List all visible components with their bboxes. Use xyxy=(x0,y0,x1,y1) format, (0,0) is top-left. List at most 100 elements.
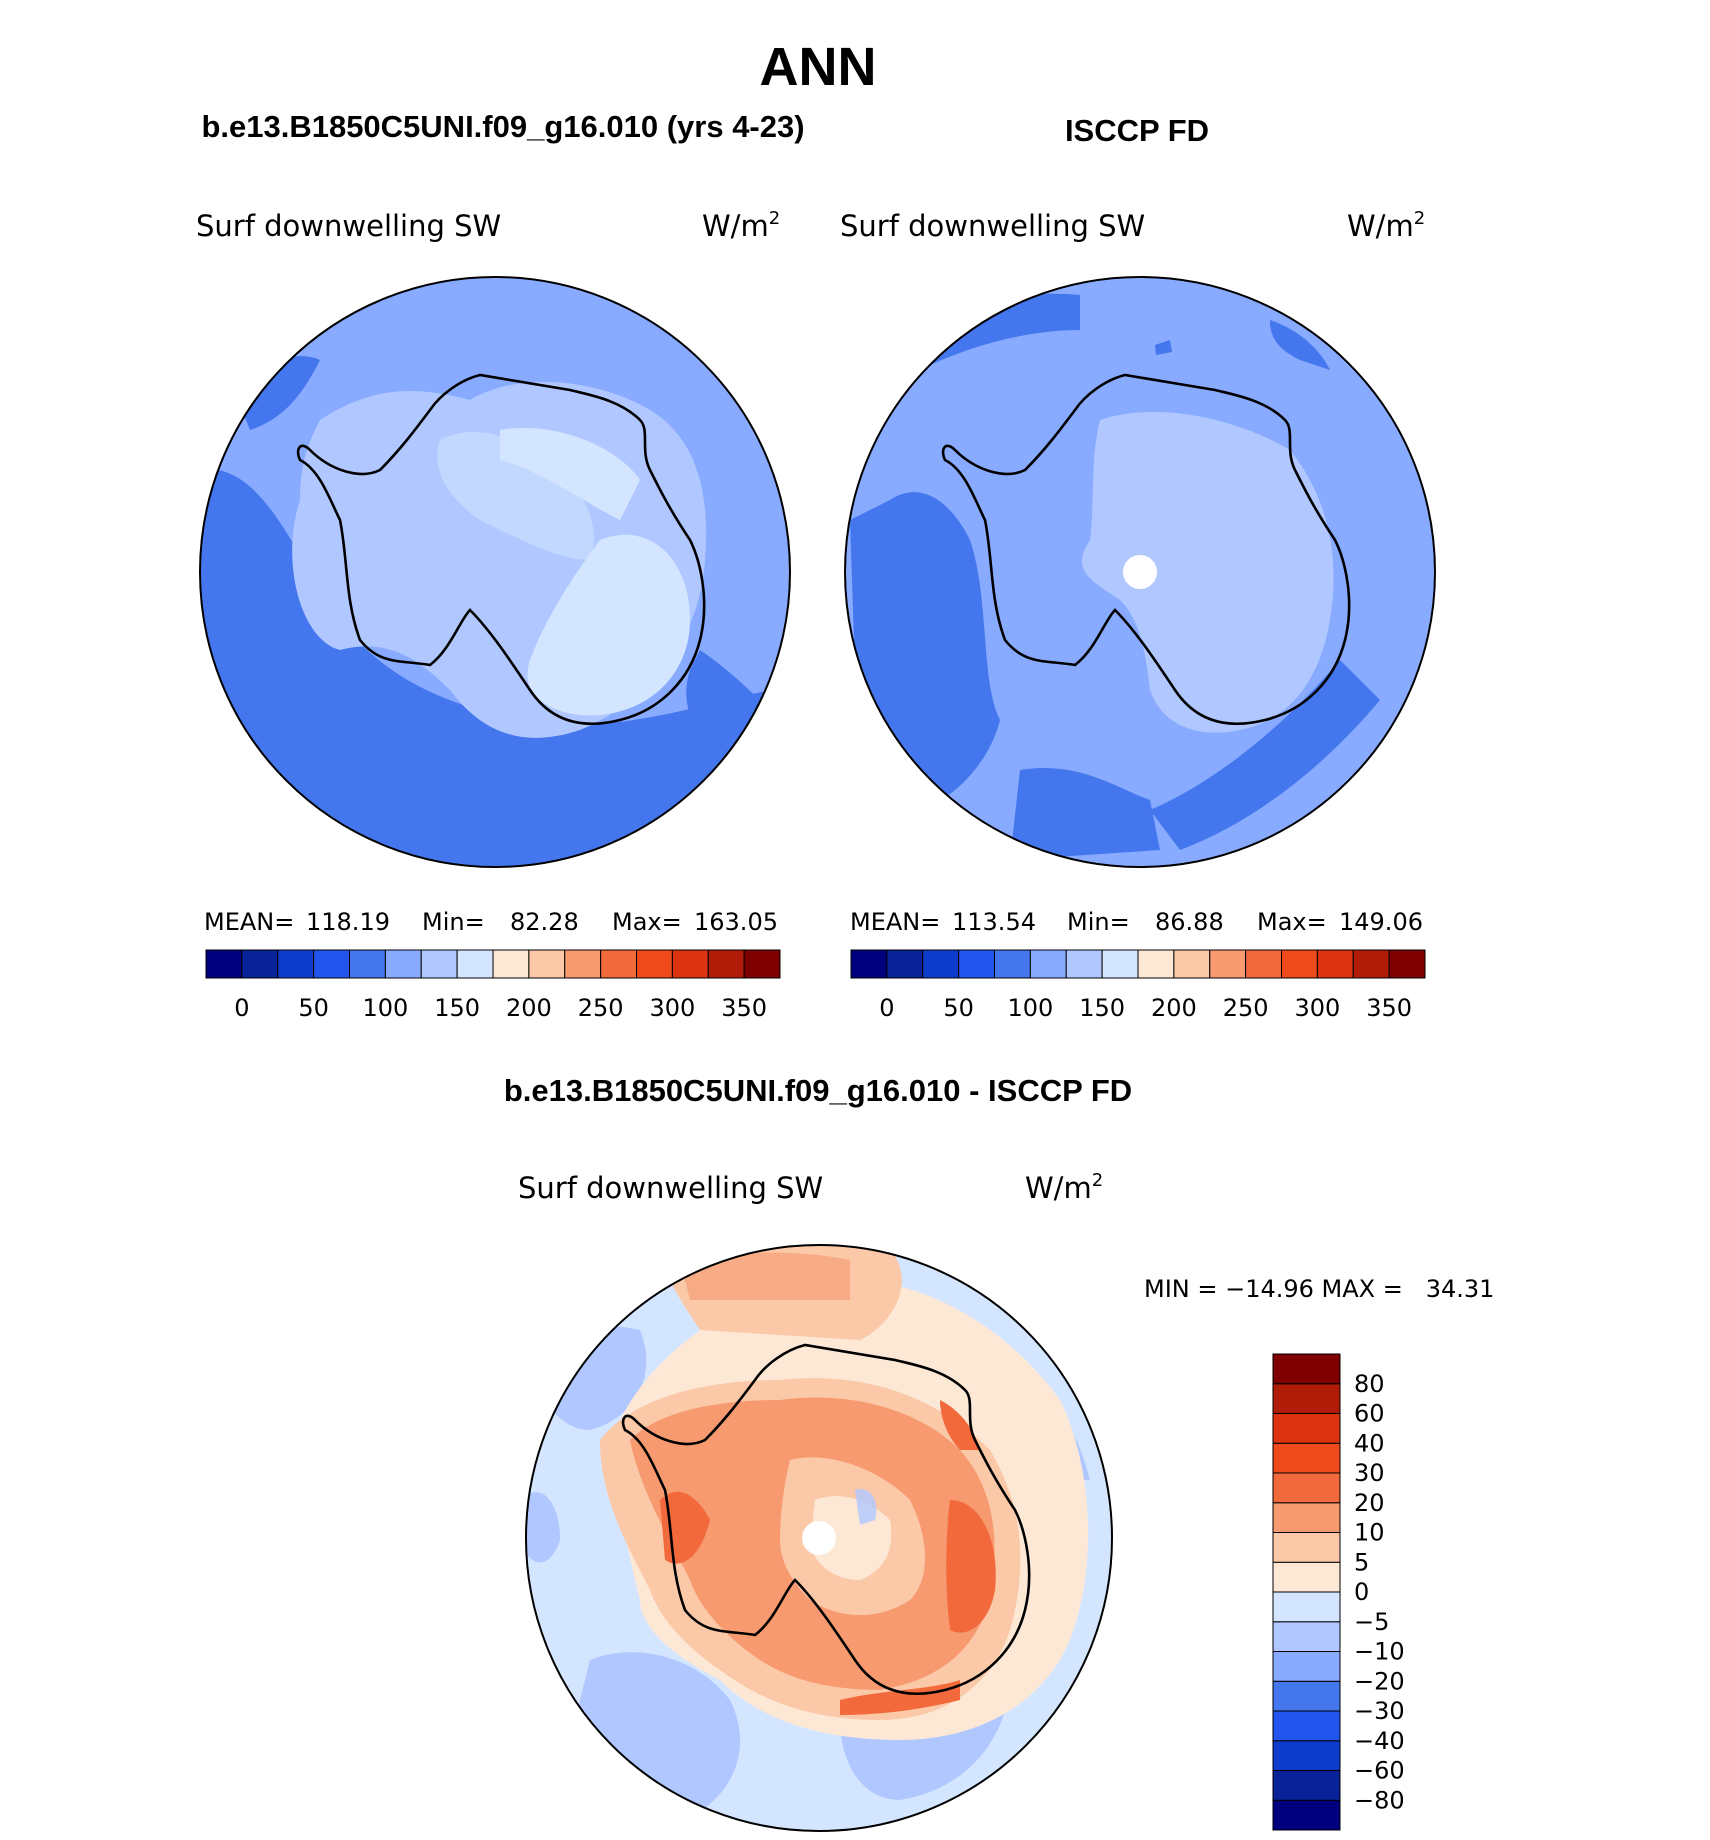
panel-3-heading: b.e13.B1850C5UNI.f09_g16.010 - ISCCP FD xyxy=(504,1073,1132,1108)
panel-1-variable: Surf downwelling SW xyxy=(196,209,501,243)
panel-2-colorbar-swatch xyxy=(922,949,960,979)
panel-2-mean-value: 113.54 xyxy=(952,908,1036,936)
panel-3-colorbar-tick-label: −30 xyxy=(1354,1697,1405,1725)
panel-2-colorbar-tick-label: 100 xyxy=(1007,994,1053,1022)
panel-3-colorbar-tick-label: −10 xyxy=(1354,1638,1405,1666)
panel-2-colorbar-tick-label: 300 xyxy=(1294,994,1340,1022)
panel-2-colorbar-swatch xyxy=(1065,949,1103,979)
panel-2-colorbar-swatch xyxy=(886,949,924,979)
panel-2-colorbar-tick-label: 50 xyxy=(943,994,974,1022)
panel-1-colorbar-tick-label: 300 xyxy=(649,994,695,1022)
panel-2-colorbar-swatch xyxy=(1388,949,1426,979)
panel-1-colorbar-swatch xyxy=(349,949,386,979)
panel-2-colorbar-tick-label: 200 xyxy=(1151,994,1197,1022)
panel-3-colorbar-tick-label: 60 xyxy=(1354,1400,1385,1428)
panel-1-mean-label: MEAN= xyxy=(204,908,294,936)
panel-1-colorbar-tick-label: 0 xyxy=(234,994,249,1022)
panel-2-colorbar-swatch xyxy=(1137,949,1175,979)
panel-1-colorbar-swatch xyxy=(492,949,530,979)
panel-3-colorbar-tick-label: −5 xyxy=(1354,1608,1389,1636)
panel-2-heading: ISCCP FD xyxy=(1065,113,1209,148)
panel-3-colorbar-tick-label: −80 xyxy=(1354,1786,1405,1814)
panel-3-colorbar-tick-label: −60 xyxy=(1354,1757,1405,1785)
panel-3-colorbar-swatch xyxy=(1272,1442,1341,1474)
panel-2-max-value: 149.06 xyxy=(1339,908,1423,936)
panel-1-colorbar-swatch xyxy=(564,949,602,979)
panel-1-colorbar: 0 50 100 150 200 250 300 350 xyxy=(205,949,781,1022)
panel-1-colorbar-swatch xyxy=(241,949,279,979)
panel-1-colorbar-swatch xyxy=(456,949,494,979)
panel-1-min-label: Min= xyxy=(422,908,485,936)
panel-1-units: W/m2 xyxy=(702,208,780,243)
panel-3-stats: MIN = −14.96 MAX = 34.31 xyxy=(1144,1275,1494,1303)
panel-3-colorbar-swatch xyxy=(1272,1621,1341,1652)
panel-1-colorbar-swatch xyxy=(528,949,566,979)
panel-1-colorbar-swatch xyxy=(205,949,243,979)
panel-3-colorbar-swatch xyxy=(1272,1591,1341,1623)
panel-1-colorbar-swatch xyxy=(313,949,350,979)
panel-3-colorbar-tick-label: 80 xyxy=(1354,1370,1385,1398)
panel-3-colorbar-swatch xyxy=(1272,1502,1341,1533)
panel-2-colorbar-tick-label: 0 xyxy=(879,994,894,1022)
panel-1-colorbar-swatch xyxy=(671,949,709,979)
panel-2-colorbar-swatch xyxy=(958,949,995,979)
panel-2-colorbar-swatch xyxy=(1209,949,1247,979)
panel-3-colorbar-tick-label: 0 xyxy=(1354,1578,1369,1606)
panel-2-colorbar-swatch xyxy=(1101,949,1139,979)
panel-2-colorbar-swatch xyxy=(850,949,888,979)
panel-1-colorbar-swatch xyxy=(636,949,673,979)
panel-2-min-value: 86.88 xyxy=(1155,908,1224,936)
panel-3-colorbar-swatch xyxy=(1272,1680,1341,1712)
panel-2-colorbar-tick-label: 250 xyxy=(1223,994,1269,1022)
panel-2-colorbar-tick-label: 350 xyxy=(1366,994,1412,1022)
panel-2-colorbar-swatch xyxy=(1173,949,1211,979)
figure-title: ANN xyxy=(760,37,877,97)
panel-2-colorbar-swatch xyxy=(1245,949,1282,979)
panel-1-colorbar-tick-label: 100 xyxy=(362,994,408,1022)
panel-3-colorbar-swatch xyxy=(1272,1740,1341,1771)
panel-2-mean-label: MEAN= xyxy=(850,908,940,936)
panel-1-min-value: 82.28 xyxy=(510,908,579,936)
panel-1-colorbar-swatch xyxy=(600,949,637,979)
panel-1-colorbar-tick-label: 50 xyxy=(298,994,329,1022)
panel-3-colorbar-tick-label: 40 xyxy=(1354,1429,1385,1457)
panel-2-colorbar-swatch xyxy=(1316,949,1354,979)
panel-3-variable: Surf downwelling SW xyxy=(518,1171,823,1205)
panel-2-colorbar-swatch xyxy=(994,949,1031,979)
panel-2-colorbar-tick-label: 150 xyxy=(1079,994,1125,1022)
panel-3-colorbar-swatch xyxy=(1272,1353,1341,1385)
panel-2-stats: MEAN= 113.54 Min= 86.88 Max= 149.06 xyxy=(850,908,1423,936)
panel-2-variable: Surf downwelling SW xyxy=(840,209,1145,243)
panel-3-colorbar-swatch xyxy=(1272,1710,1341,1742)
panel-1-colorbar-swatch xyxy=(384,949,422,979)
panel-3-colorbar-swatch xyxy=(1272,1561,1341,1593)
panel-3-colorbar-swatch xyxy=(1272,1383,1341,1414)
panel-3-colorbar-tick-label: −40 xyxy=(1354,1727,1405,1755)
panel-2-colorbar-swatch xyxy=(1352,949,1390,979)
panel-2-colorbar-swatch xyxy=(1029,949,1067,979)
panel-3-colorbar-swatch xyxy=(1272,1799,1341,1831)
panel-1-max-value: 163.05 xyxy=(694,908,778,936)
panel-1-colorbar-swatch xyxy=(707,949,745,979)
panel-3-colorbar-tick-label: 30 xyxy=(1354,1459,1385,1487)
panel-3-colorbar-tick-label: −20 xyxy=(1354,1667,1405,1695)
panel-3-colorbar-tick-label: 10 xyxy=(1354,1519,1385,1547)
panel-3-colorbar-tick-label: 5 xyxy=(1354,1548,1369,1576)
panel-2-colorbar-swatch xyxy=(1281,949,1318,979)
panel-3-colorbar-swatch xyxy=(1272,1413,1341,1444)
panel-2-map xyxy=(844,276,1436,868)
panel-3-colorbar-swatch xyxy=(1272,1532,1341,1563)
panel-1-stats: MEAN= 118.19 Min= 82.28 Max= 163.05 xyxy=(204,908,778,936)
panel-2-units: W/m2 xyxy=(1347,208,1425,243)
panel-2-max-label: Max= xyxy=(1257,908,1327,936)
panel-3-colorbar-swatch xyxy=(1272,1651,1341,1682)
panel-1-heading: b.e13.B1850C5UNI.f09_g16.010 (yrs 4-23) xyxy=(201,109,804,144)
panel-3-colorbar-swatch xyxy=(1272,1472,1341,1504)
panel-3-colorbar-swatch xyxy=(1272,1770,1341,1801)
panel-3-map xyxy=(525,1244,1113,1832)
panel-2-min-label: Min= xyxy=(1067,908,1130,936)
panel-1-colorbar-swatch xyxy=(743,949,781,979)
panel-3-colorbar-tick-label: 20 xyxy=(1354,1489,1385,1517)
panel-1-map xyxy=(199,276,791,868)
